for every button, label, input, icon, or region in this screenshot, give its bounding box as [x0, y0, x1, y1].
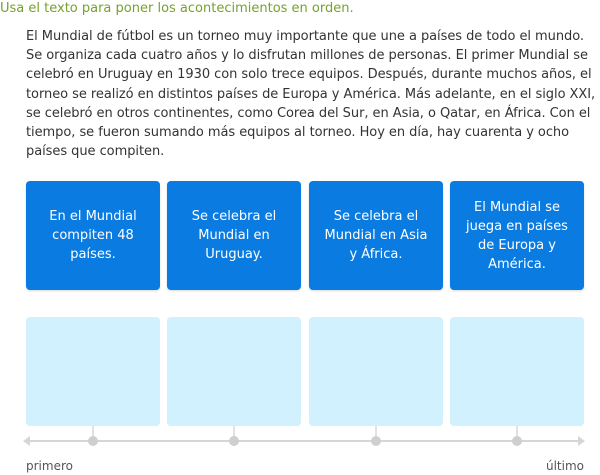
drop-zone-3[interactable]: [309, 317, 443, 426]
timeline-tick-2: [233, 426, 235, 440]
drop-zone-1[interactable]: [26, 317, 160, 426]
event-card-4[interactable]: El Mundial se juega en países de Europa …: [450, 181, 584, 290]
timeline-dot-2: [229, 436, 239, 446]
timeline-tick-1: [92, 426, 94, 440]
timeline-tick-4: [516, 426, 518, 440]
timeline-dot-4: [512, 436, 522, 446]
drop-zone-2[interactable]: [167, 317, 301, 426]
event-cards: En el Mundial compiten 48 países. Se cel…: [26, 181, 584, 290]
event-card-1[interactable]: En el Mundial compiten 48 países.: [26, 181, 160, 290]
reading-passage: El Mundial de fútbol es un torneo muy im…: [26, 29, 596, 160]
timeline-dot-1: [88, 436, 98, 446]
arrow-right-icon: [578, 436, 585, 446]
timeline-end-label: último: [545, 459, 584, 473]
timeline-dot-3: [371, 436, 381, 446]
timeline-start-label: primero: [26, 459, 73, 473]
timeline-tick-3: [375, 426, 377, 440]
instruction-text: Usa el texto para poner los acontecimien…: [0, 1, 354, 16]
event-card-3[interactable]: Se celebra el Mundial en Asia y África.: [309, 181, 443, 290]
event-card-2[interactable]: Se celebra el Mundial en Uruguay.: [167, 181, 301, 290]
timeline: [0, 426, 600, 456]
timeline-line: [28, 440, 578, 442]
drop-zone-4[interactable]: [450, 317, 584, 426]
drop-zones: [26, 317, 584, 426]
arrow-left-icon: [23, 436, 30, 446]
